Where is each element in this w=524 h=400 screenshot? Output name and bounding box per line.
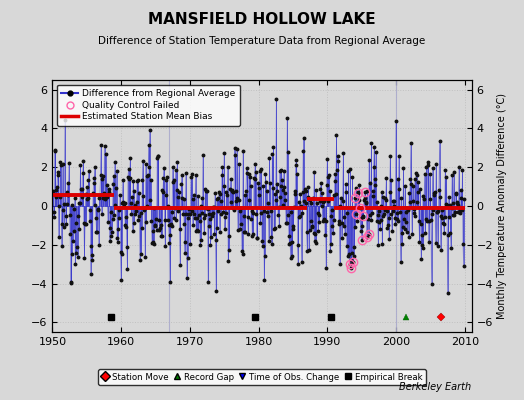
Text: MANSFIELD HOLLOW LAKE: MANSFIELD HOLLOW LAKE [148, 12, 376, 27]
Text: Berkeley Earth: Berkeley Earth [399, 382, 472, 392]
Legend: Station Move, Record Gap, Time of Obs. Change, Empirical Break: Station Move, Record Gap, Time of Obs. C… [98, 369, 426, 385]
Y-axis label: Monthly Temperature Anomaly Difference (°C): Monthly Temperature Anomaly Difference (… [497, 93, 507, 319]
Text: Difference of Station Temperature Data from Regional Average: Difference of Station Temperature Data f… [99, 36, 425, 46]
